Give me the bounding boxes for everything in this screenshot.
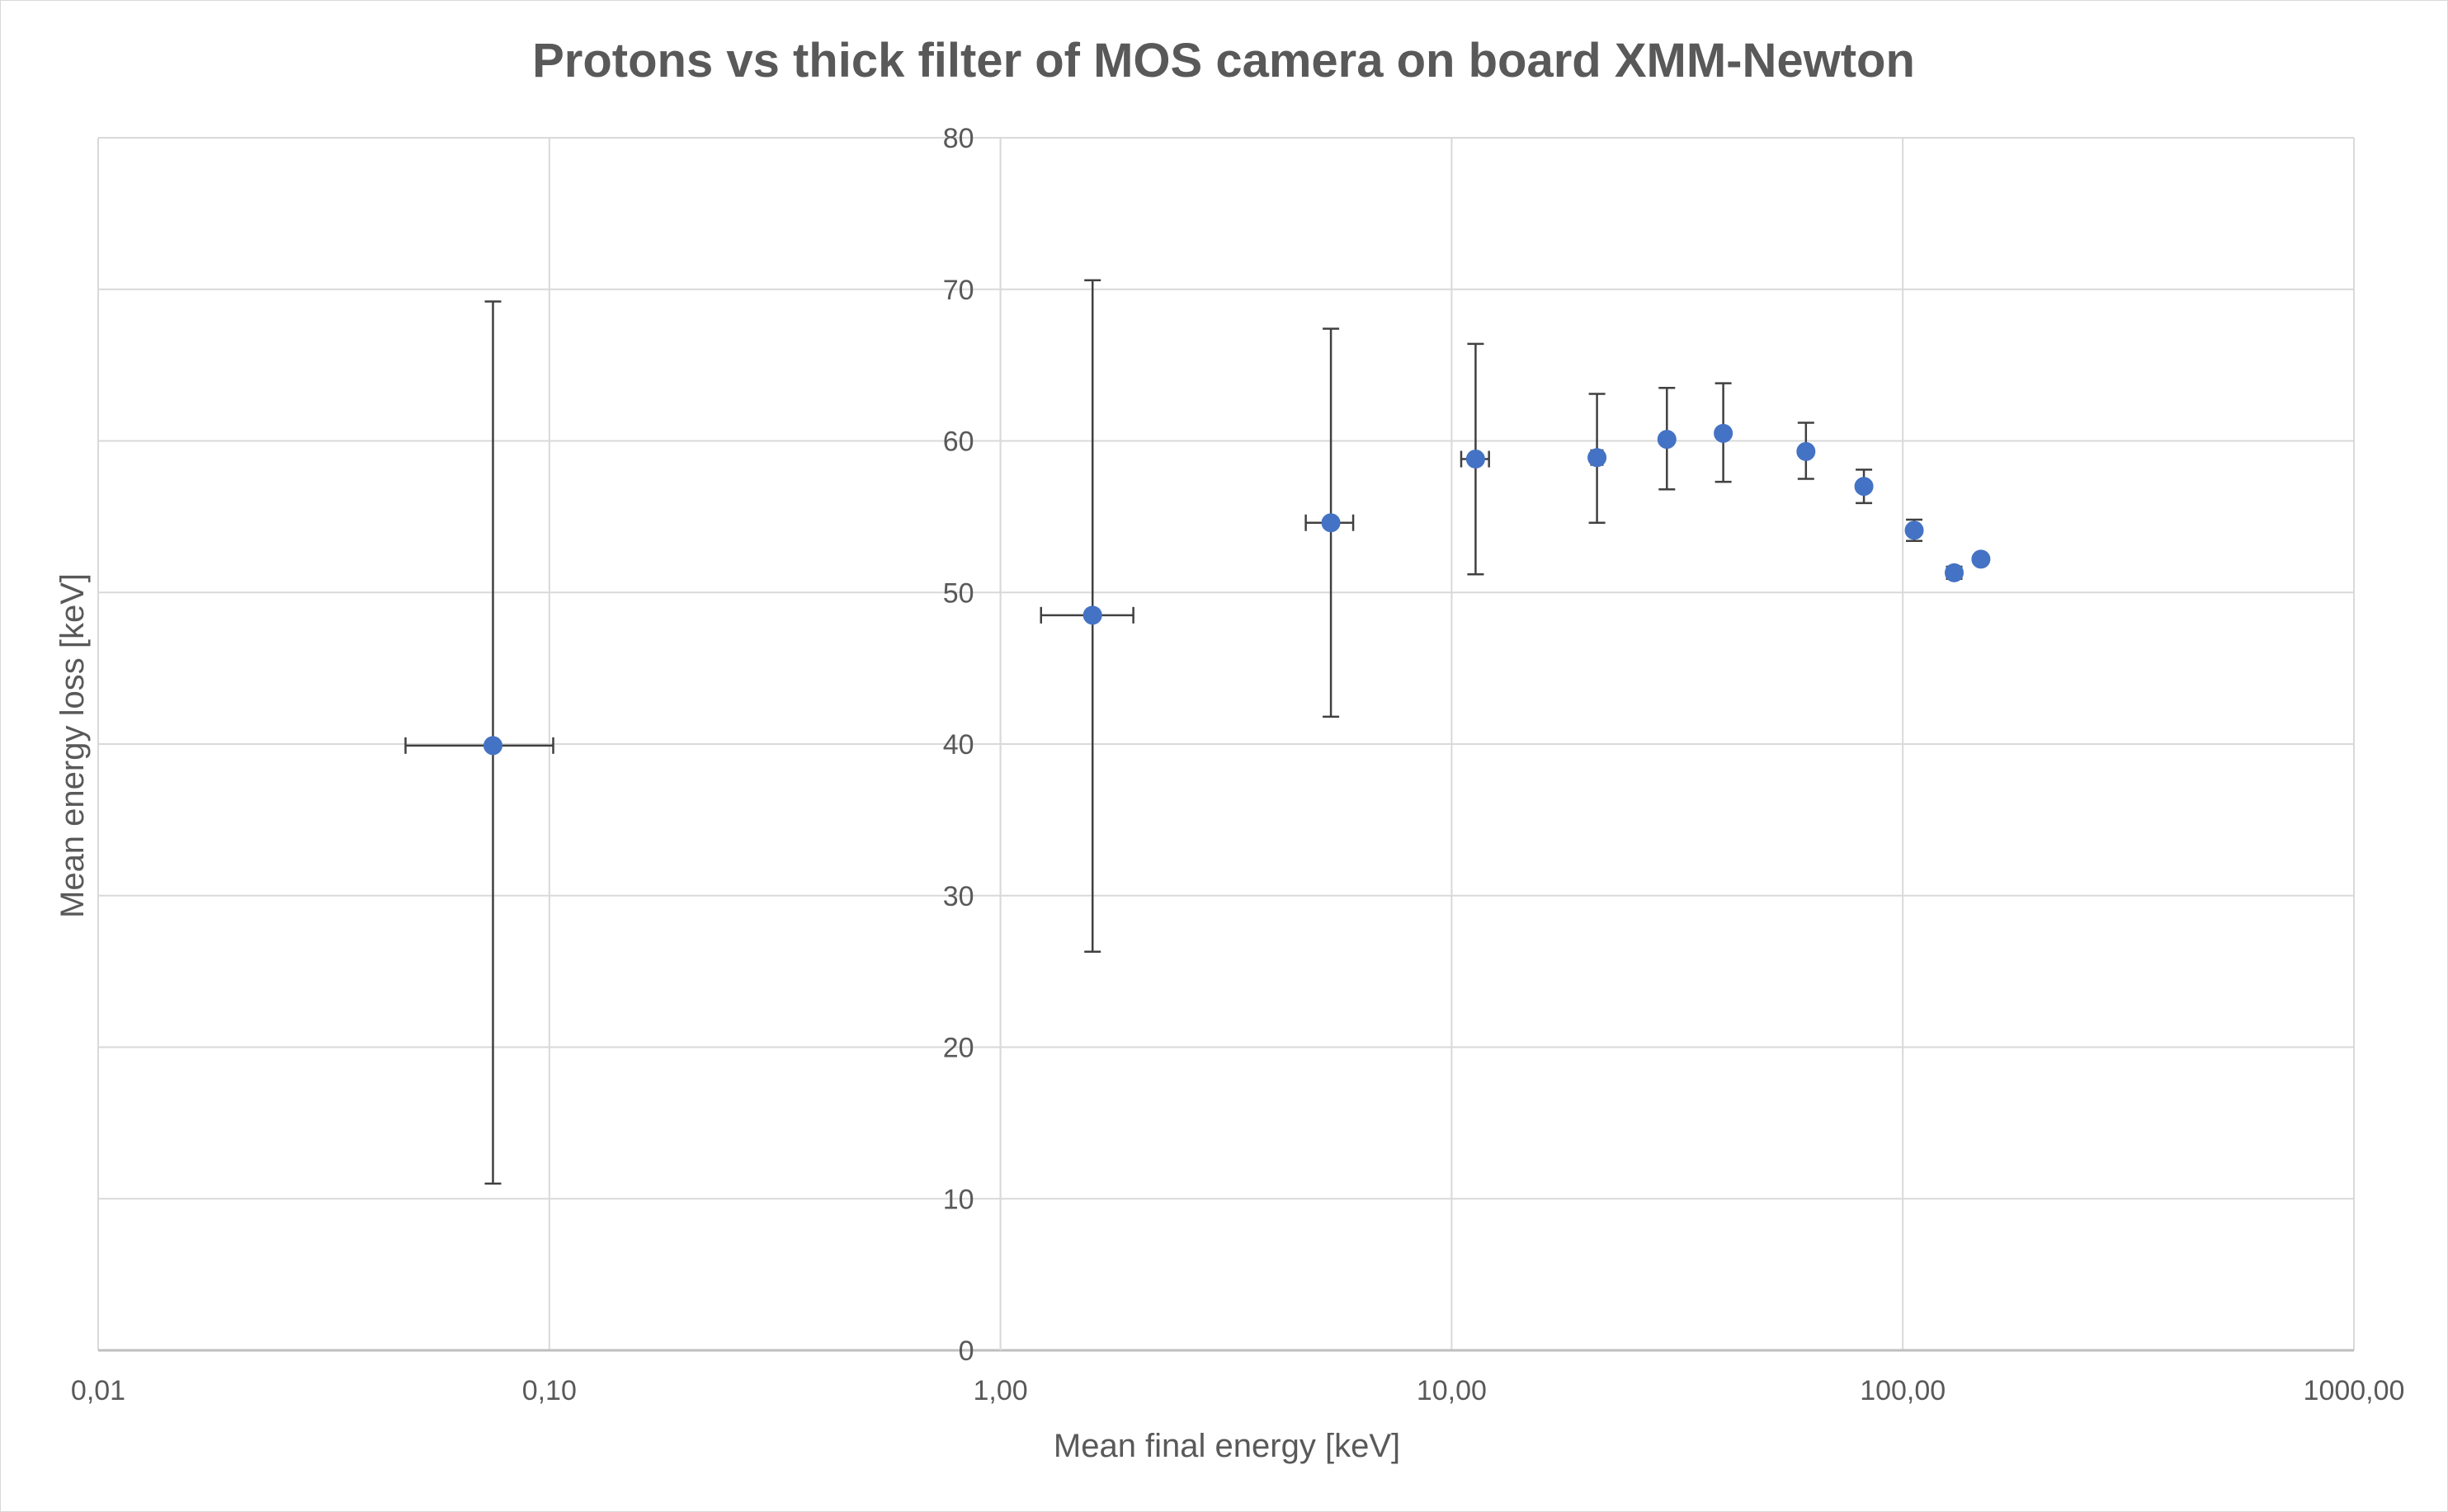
x-tick-label: 0,01 xyxy=(71,1375,125,1406)
data-point xyxy=(1587,448,1607,468)
data-point xyxy=(1854,477,1874,497)
x-axis-label: Mean final energy [keV] xyxy=(1054,1428,1400,1464)
chart-title: Protons vs thick filter of MOS camera on… xyxy=(532,34,1915,87)
gridlines xyxy=(97,137,2355,1350)
x-tick-label: 0,10 xyxy=(522,1375,577,1406)
data-point xyxy=(483,736,502,756)
tick-labels: 0,01 0,10 1,00 10,00 100,00 1000,00 0 10 20 30 40 5… xyxy=(71,123,2405,1406)
data-point xyxy=(1904,520,1924,540)
data-point xyxy=(1657,430,1677,450)
y-tick-label: 30 xyxy=(943,881,974,912)
y-axis-label: Mean energy loss [keV] xyxy=(54,573,91,918)
data-point xyxy=(1465,450,1485,469)
data-points xyxy=(483,423,1991,756)
x-tick-label: 100,00 xyxy=(1860,1375,1946,1406)
y-tick-label: 70 xyxy=(943,275,974,306)
axes xyxy=(98,138,2354,1352)
y-tick-label: 10 xyxy=(943,1184,974,1215)
x-tick-label: 1,00 xyxy=(974,1375,1028,1406)
data-point xyxy=(1796,441,1816,461)
x-tick-label: 10,00 xyxy=(1417,1375,1487,1406)
y-tick-label: 60 xyxy=(943,426,974,458)
y-tick-label: 40 xyxy=(943,729,974,761)
error-bars xyxy=(404,279,1963,1185)
data-point xyxy=(1945,563,1965,582)
y-tick-label: 80 xyxy=(943,123,974,154)
y-tick-label: 20 xyxy=(943,1033,974,1064)
data-point xyxy=(1714,423,1733,443)
x-tick-label: 1000,00 xyxy=(2304,1375,2405,1406)
y-tick-label: 0 xyxy=(959,1335,974,1367)
data-point xyxy=(1082,605,1102,625)
data-point xyxy=(1971,549,1991,569)
y-tick-label: 50 xyxy=(943,577,974,609)
data-point xyxy=(1321,513,1341,533)
